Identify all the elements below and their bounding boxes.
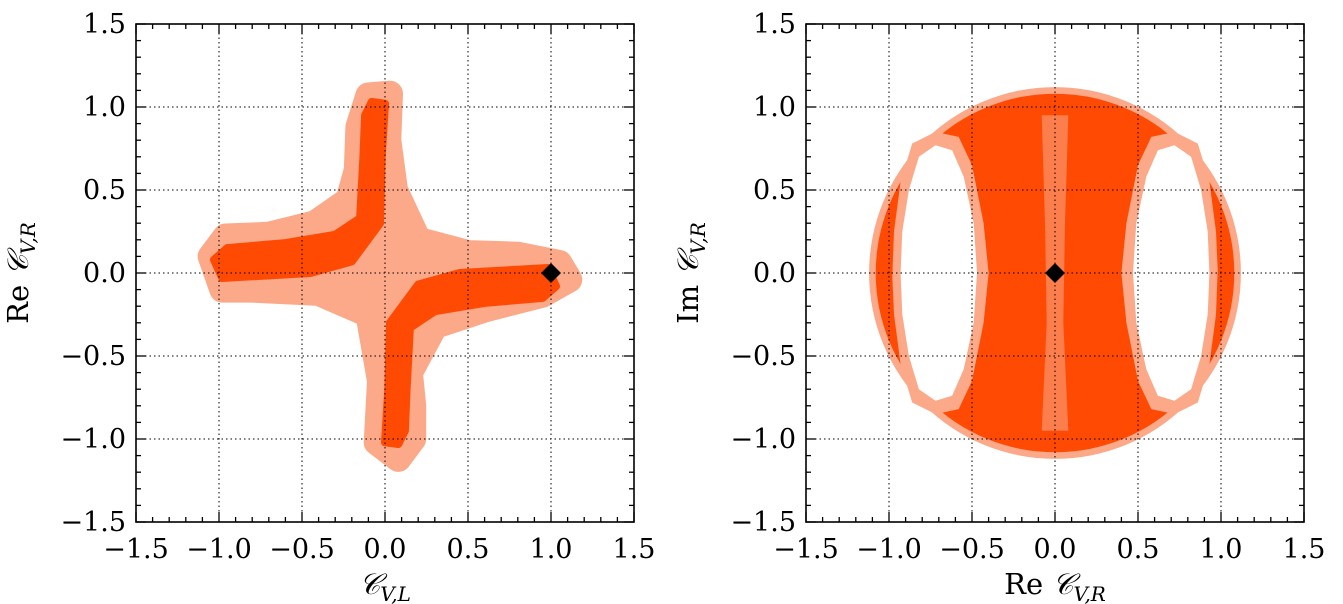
plot-area xyxy=(197,80,583,472)
axes-frame xyxy=(135,23,635,523)
x-tick-label: 0.0 xyxy=(364,534,407,565)
x-tick-label: −1.5 xyxy=(773,534,839,565)
x-tick-label: −1.5 xyxy=(103,534,169,565)
y-tick-label: −0.5 xyxy=(730,341,796,372)
y-tick-label: 0.5 xyxy=(753,175,796,206)
y-tick-label: −0.5 xyxy=(60,341,126,372)
x-tick-label: 1.0 xyxy=(530,534,573,565)
x-tick-label: 1.5 xyxy=(613,534,656,565)
x-axis-label: 𝒞V,L xyxy=(359,567,411,604)
y-tick-label: −1.0 xyxy=(730,424,796,455)
chart-panel-2: −1.5−1.5 −1.0 −1.0 −0.5 −0.5 0.0 0.0 0.5 0.5 1.0 1… xyxy=(671,9,1325,604)
y-tick-label: 1.0 xyxy=(753,92,796,123)
y-tick-label: 1.5 xyxy=(83,9,126,40)
excluded-hole-2 xyxy=(900,145,977,401)
best-fit-marker xyxy=(1045,263,1065,283)
x-tick-label: 0.5 xyxy=(447,534,490,565)
x-tick-label: −1.0 xyxy=(186,534,252,565)
y-tick-label: −1.0 xyxy=(60,424,126,455)
inner-region-1 xyxy=(210,98,389,282)
x-tick-label: −0.5 xyxy=(269,534,335,565)
y-axis-label: Re 𝒞V,R xyxy=(1,222,40,324)
x-tick-label: 1.0 xyxy=(1200,534,1243,565)
best-fit-marker xyxy=(541,263,561,283)
x-tick-label: 0.5 xyxy=(1117,534,1160,565)
x-axis-label: Re 𝒞V,R xyxy=(1004,567,1106,604)
outer-region-0 xyxy=(197,80,583,472)
y-tick-label: 1.5 xyxy=(753,9,796,40)
y-tick-label: 1.0 xyxy=(83,92,126,123)
x-tick-label: 0.0 xyxy=(1034,534,1077,565)
y-tick-label: −1.5 xyxy=(60,507,126,538)
chart-panel-1: −1.5−1.5 −1.0 −1.0 −0.5 −0.5 0.0 0.0 0.5 0.5 1.0 1… xyxy=(1,9,655,604)
x-tick-label: −1.0 xyxy=(856,534,922,565)
x-tick-label: −0.5 xyxy=(939,534,1005,565)
y-tick-label: −1.5 xyxy=(730,507,796,538)
y-axis-label: Im 𝒞V,R xyxy=(671,222,710,324)
inner-region-2 xyxy=(381,264,560,448)
y-tick-label: 0.5 xyxy=(83,175,126,206)
y-tick-label: 0.0 xyxy=(83,258,126,289)
y-tick-label: 0.0 xyxy=(753,258,796,289)
axes-frame xyxy=(805,23,1305,523)
x-tick-label: 1.5 xyxy=(1283,534,1326,565)
